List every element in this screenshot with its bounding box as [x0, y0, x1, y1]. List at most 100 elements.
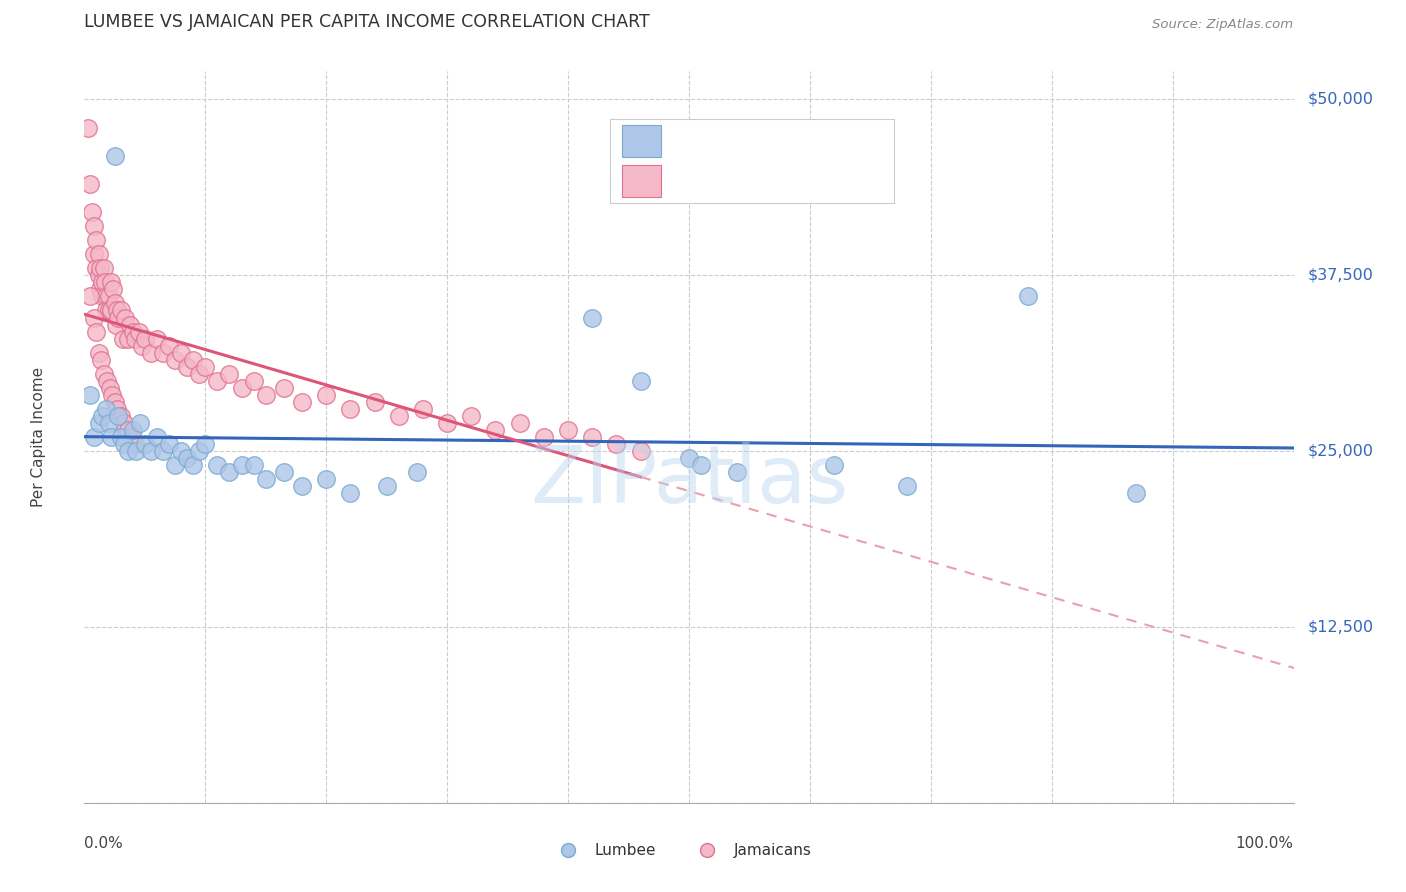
Point — [104, 149, 127, 163]
Point — [207, 374, 229, 388]
Point — [131, 338, 153, 352]
Point — [690, 458, 713, 473]
Point — [152, 345, 174, 359]
Point — [176, 451, 198, 466]
Point — [823, 458, 845, 473]
Point — [273, 381, 295, 395]
Point — [509, 416, 531, 430]
Point — [181, 458, 204, 473]
Point — [533, 430, 555, 444]
Text: R =: R = — [676, 133, 710, 148]
Point — [77, 120, 100, 135]
Point — [94, 289, 117, 303]
Point — [315, 472, 337, 486]
Point — [242, 458, 264, 473]
Point — [630, 374, 652, 388]
Point — [218, 367, 240, 381]
Point — [107, 409, 129, 423]
Point — [605, 437, 627, 451]
Point — [725, 465, 748, 479]
Point — [165, 458, 187, 473]
Point — [83, 219, 105, 233]
Point — [388, 409, 411, 423]
Point — [146, 332, 169, 346]
Point — [117, 444, 139, 458]
Point — [94, 303, 117, 318]
Point — [89, 282, 111, 296]
Text: -0.253: -0.253 — [721, 133, 779, 148]
Point — [124, 437, 146, 451]
Point — [134, 332, 156, 346]
Point — [87, 268, 110, 283]
FancyBboxPatch shape — [610, 119, 894, 203]
Point — [557, 796, 579, 810]
Point — [91, 289, 114, 303]
Point — [112, 437, 135, 451]
Point — [104, 395, 127, 409]
Point — [139, 345, 162, 359]
Point — [90, 352, 112, 367]
Point — [87, 247, 110, 261]
Point — [194, 359, 217, 374]
Text: -0.457: -0.457 — [721, 174, 779, 188]
Point — [460, 409, 482, 423]
Point — [188, 444, 211, 458]
Text: LUMBEE VS JAMAICAN PER CAPITA INCOME CORRELATION CHART: LUMBEE VS JAMAICAN PER CAPITA INCOME COR… — [84, 13, 650, 31]
Point — [242, 374, 264, 388]
Point — [165, 352, 187, 367]
Point — [412, 401, 434, 416]
Point — [176, 359, 198, 374]
Point — [79, 388, 101, 402]
Point — [406, 465, 429, 479]
Point — [484, 423, 506, 437]
Point — [157, 437, 180, 451]
Point — [100, 430, 122, 444]
Point — [157, 338, 180, 352]
Point — [1017, 289, 1039, 303]
Text: 46: 46 — [855, 133, 877, 148]
Point — [93, 367, 115, 381]
Point — [146, 430, 169, 444]
Point — [129, 416, 152, 430]
Point — [678, 451, 700, 466]
Point — [79, 289, 101, 303]
Text: 84: 84 — [855, 174, 877, 188]
Point — [121, 423, 143, 437]
Point — [188, 367, 211, 381]
Point — [152, 444, 174, 458]
Point — [91, 276, 114, 290]
FancyBboxPatch shape — [623, 125, 661, 157]
Point — [86, 261, 108, 276]
Point — [93, 261, 115, 276]
Point — [114, 310, 136, 325]
Point — [581, 310, 603, 325]
Text: 0.0%: 0.0% — [84, 836, 124, 851]
Point — [207, 458, 229, 473]
Point — [557, 423, 579, 437]
Point — [128, 325, 150, 339]
Point — [104, 296, 127, 310]
Point — [1125, 486, 1147, 500]
Point — [83, 247, 105, 261]
Point — [101, 388, 124, 402]
Point — [97, 416, 120, 430]
Text: $25,000: $25,000 — [1308, 443, 1374, 458]
Point — [121, 430, 143, 444]
Point — [96, 374, 118, 388]
Point — [339, 486, 361, 500]
Point — [254, 472, 277, 486]
Point — [110, 303, 132, 318]
Point — [107, 310, 129, 325]
Point — [134, 437, 156, 451]
Point — [218, 465, 240, 479]
Point — [581, 430, 603, 444]
Point — [315, 388, 337, 402]
Point — [97, 289, 120, 303]
Point — [375, 479, 398, 493]
Point — [83, 310, 105, 325]
Point — [117, 423, 139, 437]
Point — [86, 233, 108, 247]
Point — [120, 318, 142, 332]
Text: N =: N = — [806, 174, 842, 188]
Point — [117, 332, 139, 346]
